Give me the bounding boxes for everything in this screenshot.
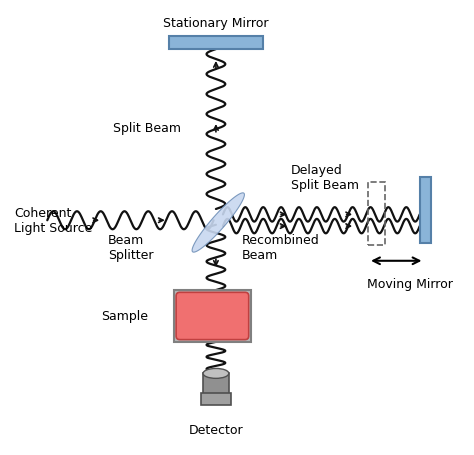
Text: Delayed
Split Beam: Delayed Split Beam (291, 164, 359, 192)
Text: Beam
Splitter: Beam Splitter (108, 233, 154, 261)
Bar (174, 290, 251, 342)
Text: Recombined
Beam: Recombined Beam (242, 234, 319, 262)
Polygon shape (203, 374, 229, 394)
Text: Coherent
Light Source: Coherent Light Source (15, 207, 93, 235)
Text: Moving Mirror: Moving Mirror (367, 277, 453, 290)
Ellipse shape (203, 369, 229, 379)
FancyBboxPatch shape (176, 293, 249, 340)
Bar (419, 178, 431, 243)
Polygon shape (192, 193, 245, 253)
Text: Detector: Detector (189, 423, 243, 436)
Polygon shape (201, 393, 231, 405)
Bar (368, 182, 384, 246)
Text: Sample: Sample (101, 309, 148, 323)
Text: Split Beam: Split Beam (113, 122, 181, 135)
Text: Stationary Mirror: Stationary Mirror (163, 17, 269, 30)
Bar (169, 37, 263, 50)
